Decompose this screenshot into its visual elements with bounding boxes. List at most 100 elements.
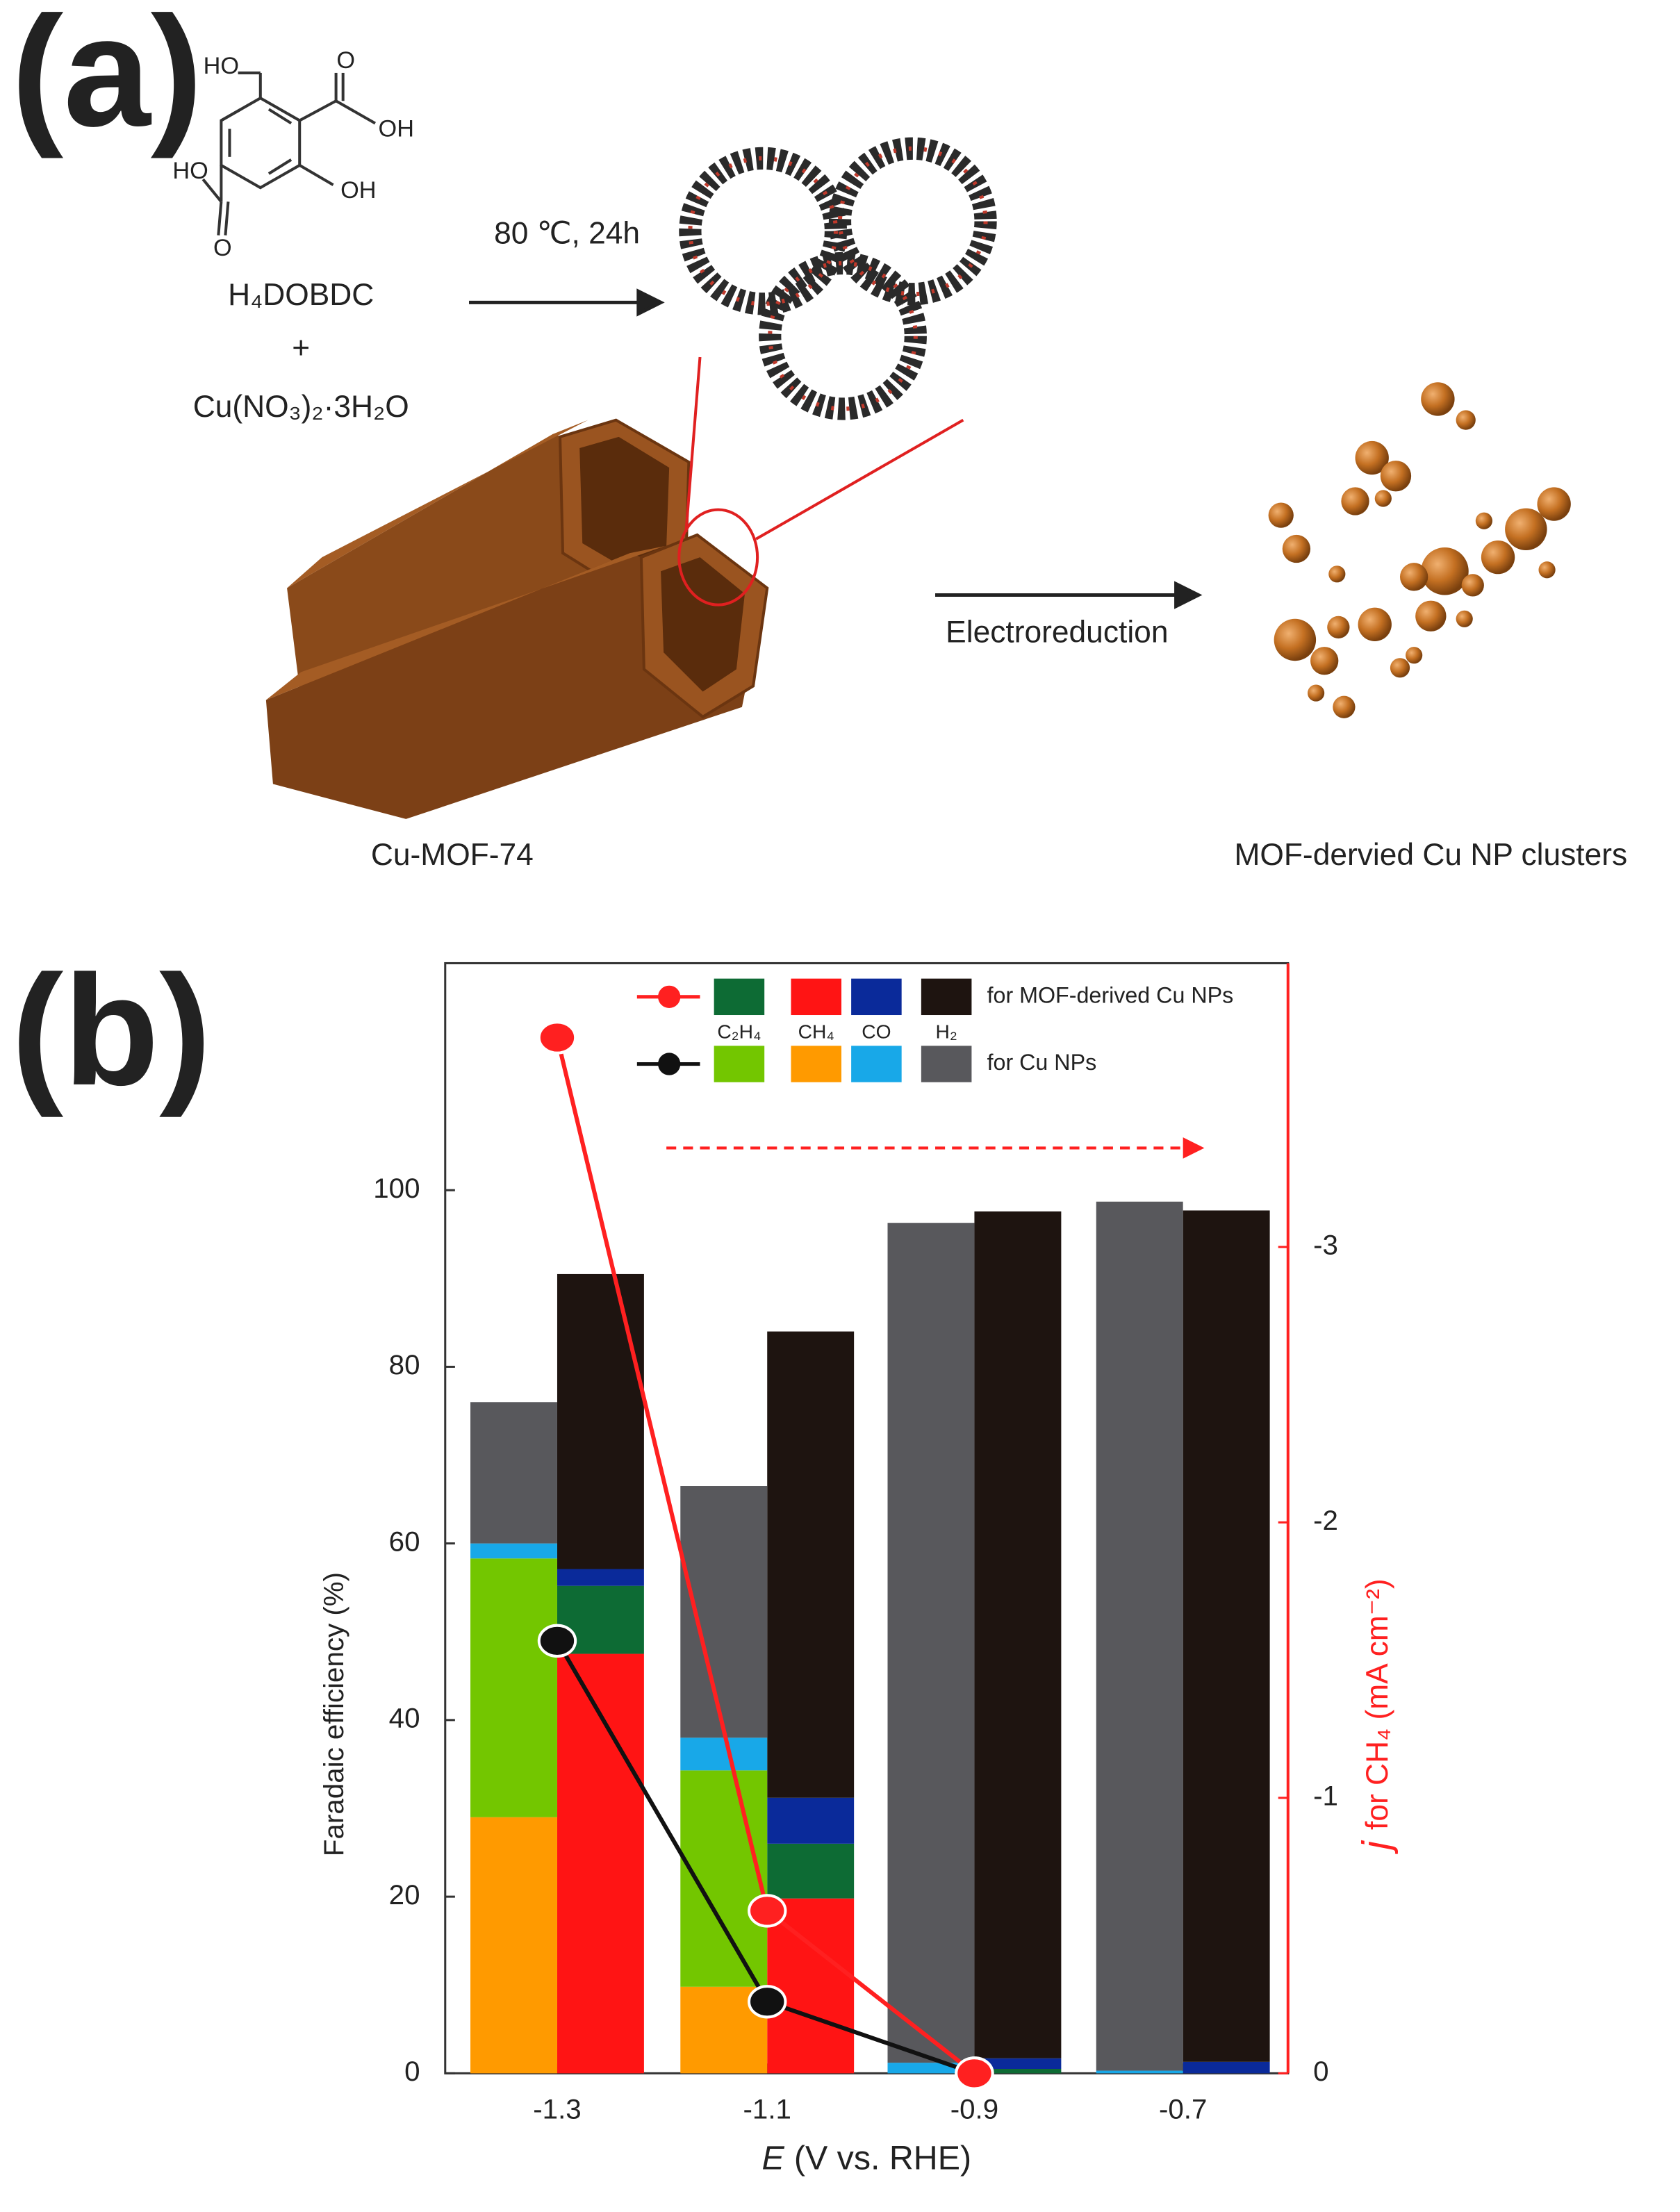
cu-particle — [1327, 616, 1350, 638]
panel-label: (b) — [11, 943, 211, 1118]
cu-particle — [1461, 574, 1484, 597]
bar-segment — [557, 1273, 644, 1569]
bar-segment — [974, 1211, 1062, 2058]
cu-particle — [1390, 658, 1410, 678]
mof-label: Cu-MOF-74 — [371, 838, 534, 872]
legend-marker — [658, 1053, 681, 1075]
cu-particle — [1282, 534, 1311, 563]
x-axis-title-symbol: E — [761, 2139, 784, 2177]
bar-segment — [974, 2058, 1062, 2070]
y-tick-label: 80 — [389, 1349, 420, 1380]
y2-axis-title-text: for CH₄ (mA cm⁻²) — [1360, 1578, 1394, 1830]
legend-swatch — [714, 1046, 765, 1082]
bar-segment — [680, 1738, 768, 1771]
legend-swatch — [714, 978, 765, 1016]
conditions: 80 ℃, 24h — [494, 216, 640, 250]
atom-label: OH — [340, 177, 376, 204]
bar-segment — [557, 1569, 644, 1586]
trend-arrow — [666, 1137, 1205, 1159]
cu-particle — [1328, 566, 1346, 583]
y-tick-label: 20 — [389, 1879, 420, 1910]
x-tick-label: -0.7 — [1159, 2093, 1207, 2124]
bar-segment — [1096, 1201, 1183, 2071]
cu-particle — [1358, 607, 1392, 642]
x-axis-title: E (V vs. RHE) — [761, 2139, 971, 2177]
cu-particle — [1268, 502, 1294, 528]
atom-label: O — [336, 47, 355, 74]
zoom-indicator — [677, 356, 964, 606]
legend-product: C₂H₄ — [717, 1021, 761, 1043]
legend-swatch — [921, 1046, 972, 1082]
cu-particle — [1481, 540, 1515, 575]
legend-label: for MOF-derived Cu NPs — [987, 982, 1234, 1007]
legend-swatch — [791, 1046, 842, 1082]
panel-label: (a) — [11, 0, 203, 159]
process-label: Electroreduction — [946, 616, 1168, 650]
y2-tick-label: -1 — [1313, 1781, 1338, 1812]
cu-particle — [1333, 695, 1356, 718]
y2-tick-label: -2 — [1313, 1505, 1338, 1536]
atom-label: O — [213, 235, 232, 261]
cu-particle — [1505, 508, 1547, 551]
legend-swatch — [851, 978, 902, 1016]
y-tick-label: 40 — [389, 1703, 420, 1734]
bar-segment — [767, 1331, 855, 1798]
cu-particle — [1456, 610, 1473, 627]
y2-tick-label: 0 — [1313, 2056, 1328, 2087]
cu-particle — [1308, 684, 1325, 702]
cu-particle — [1415, 600, 1447, 632]
bar-segment — [887, 1223, 975, 2063]
legend-swatch — [921, 978, 972, 1016]
bar-segment — [767, 1797, 855, 1844]
x-axis-title-text: (V vs. RHE) — [794, 2139, 971, 2177]
cu-particle — [1475, 512, 1492, 529]
legend-swatch — [851, 1046, 902, 1082]
cu-particle — [1400, 563, 1428, 591]
j-point — [955, 2056, 994, 2090]
plot: 0 20 40 60 80 100 0 -1 -2 -3 -1.3 -1.1 -0.9 -0.7 E (V v… — [318, 961, 1398, 2177]
j-point — [537, 1624, 577, 1658]
cu-particle — [1538, 561, 1556, 579]
plus-sign: + — [292, 331, 310, 365]
hexagonal-prisms — [265, 418, 769, 819]
bar-segment — [1183, 2061, 1270, 2074]
atom-label: OH — [379, 116, 414, 142]
molecule — [201, 71, 377, 236]
cu-nanoparticles — [1268, 382, 1571, 718]
bar-segment — [470, 1402, 557, 1544]
cu-particle — [1310, 647, 1339, 675]
legend-product: CH₄ — [798, 1021, 834, 1043]
bar-segment — [767, 1898, 855, 2074]
cu-particle — [1380, 461, 1412, 492]
bar-segment — [470, 1543, 557, 1559]
cu-particle — [1421, 382, 1455, 416]
cu-particle — [1421, 547, 1469, 595]
j-point — [748, 1894, 787, 1928]
cu-particle — [1274, 618, 1317, 661]
x-tick-label: -1.1 — [743, 2093, 791, 2124]
x-tick-label: -0.9 — [950, 2093, 998, 2124]
y2-tick-label: -3 — [1313, 1230, 1338, 1261]
bar-segment — [974, 2069, 1062, 2074]
cu-particle — [1537, 487, 1571, 521]
y2-axis-title-symbol: j — [1354, 1840, 1398, 1855]
legend-product: CO — [862, 1021, 891, 1043]
y-tick-label: 60 — [389, 1526, 420, 1557]
arrow — [469, 288, 1203, 609]
cu-particle — [1355, 440, 1389, 475]
legend-swatch — [791, 978, 842, 1016]
bar-segment — [557, 1653, 644, 2074]
bar-segment — [470, 1558, 557, 1817]
atom-label: HO — [204, 53, 239, 79]
legend-product: H₂ — [935, 1021, 957, 1043]
bar-segment — [767, 1843, 855, 1899]
bar-segment — [1096, 2070, 1183, 2074]
j-point — [748, 1985, 787, 2019]
product-label: MOF-dervied Cu NP clusters — [1234, 838, 1627, 872]
x-tick-label: -1.3 — [533, 2093, 581, 2124]
reagent: H₄DOBDC — [228, 278, 374, 312]
legend-label: for Cu NPs — [987, 1050, 1097, 1075]
cu-particle — [1456, 410, 1476, 430]
atom-label: HO — [172, 158, 208, 184]
legend-marker — [658, 985, 681, 1008]
